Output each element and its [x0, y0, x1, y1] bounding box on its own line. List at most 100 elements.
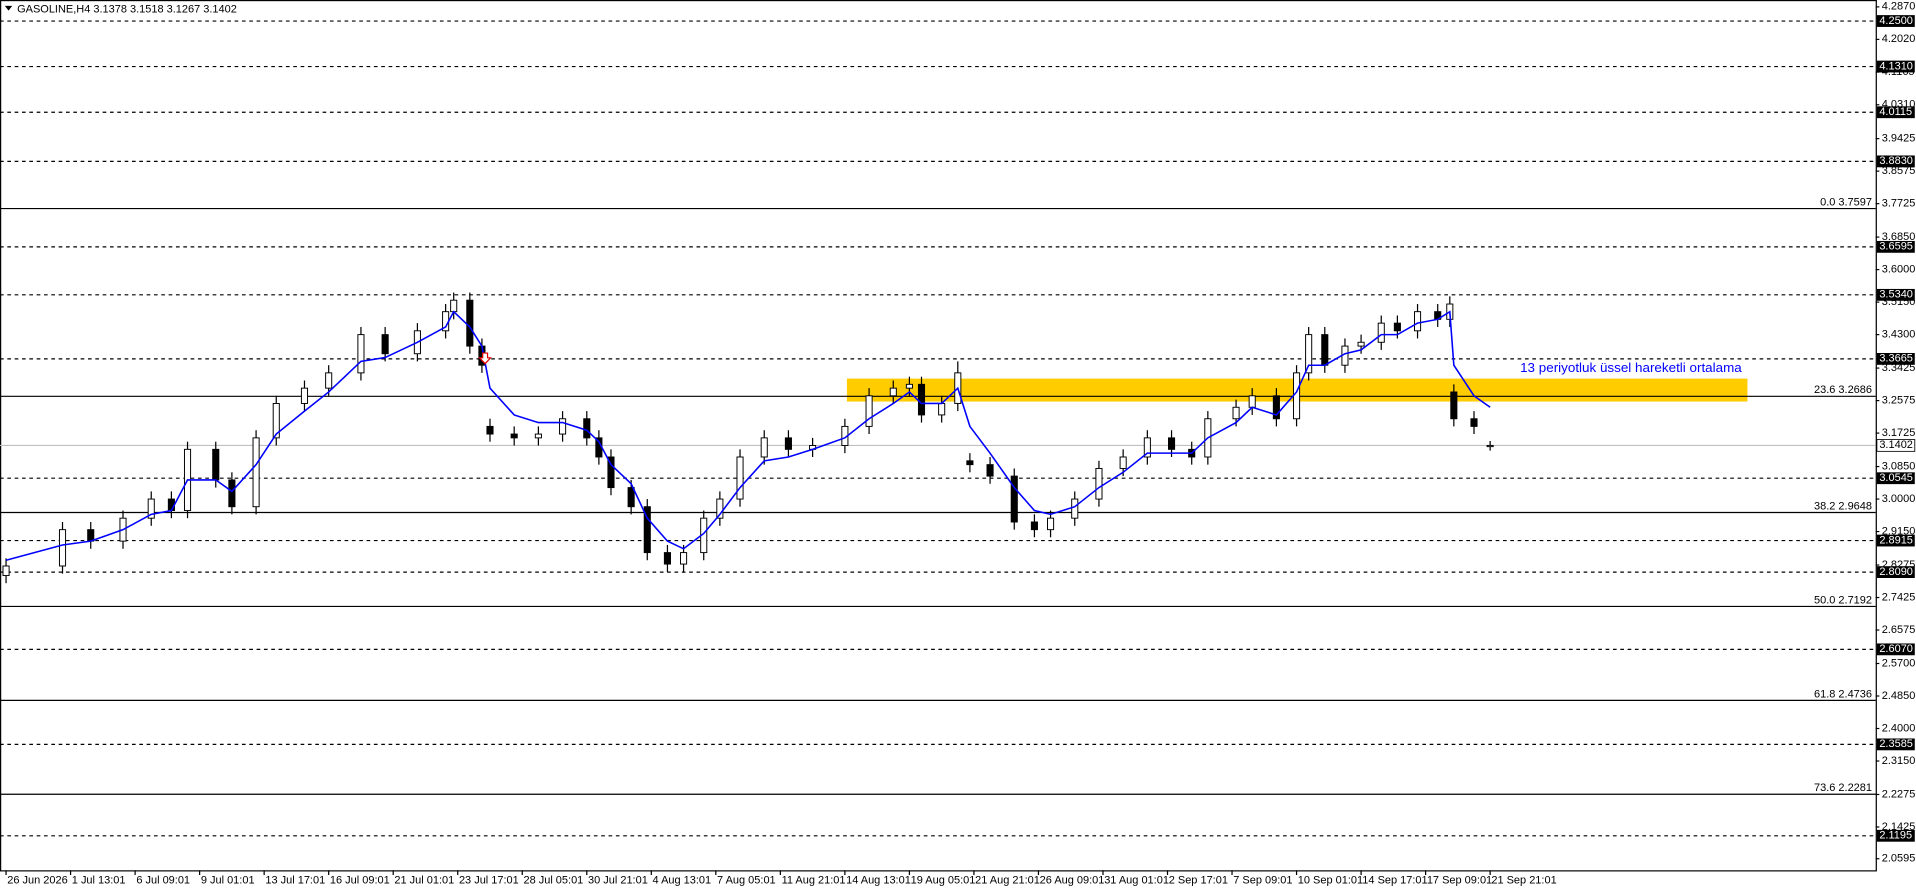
- candle-body: [736, 456, 744, 500]
- y-tick-label: 3.6850: [1882, 231, 1916, 243]
- candle-body: [252, 437, 260, 508]
- current-price-box: [1876, 439, 1916, 452]
- plot-frame: [0, 0, 1877, 872]
- candle-body: [917, 383, 926, 416]
- candle-body: [1232, 406, 1240, 420]
- candle-body: [228, 479, 236, 508]
- x-tick-label: 19 Aug 05:01: [911, 875, 976, 887]
- candle-body: [450, 299, 458, 313]
- x-tick-label: 14 Aug 13:01: [846, 875, 911, 887]
- level-label: 4.0115: [1879, 106, 1912, 118]
- x-tick-label: 13 Jul 17:01: [265, 875, 325, 887]
- level-label: 3.8830: [1879, 155, 1913, 167]
- y-tick-label: 3.9425: [1882, 133, 1916, 145]
- candle-body: [300, 387, 309, 404]
- x-tick-label: 16 Jul 09:01: [330, 875, 390, 887]
- candle-body: [1305, 334, 1313, 374]
- level-box: [1876, 534, 1915, 547]
- x-tick-label: 21 Aug 21:01: [975, 875, 1040, 887]
- level-label: 2.8090: [1879, 566, 1913, 578]
- candle-body: [1095, 467, 1103, 500]
- candle-body: [325, 372, 333, 389]
- x-tick-label: 11 Aug 21:01: [782, 875, 846, 887]
- fib-label: 38.2 2.9648: [1814, 501, 1872, 513]
- candle-body: [2, 565, 10, 577]
- x-tick-label: 6 Jul 09:01: [136, 875, 190, 887]
- sell-arrow: [478, 352, 492, 365]
- level-box: [1876, 288, 1915, 301]
- fib-label: 61.8 2.4736: [1814, 688, 1872, 700]
- candle-body: [784, 437, 792, 450]
- level-label: 2.3585: [1879, 738, 1913, 750]
- candle-body: [1119, 456, 1127, 469]
- candle-body: [716, 498, 724, 519]
- y-tick-label: 2.2275: [1882, 788, 1916, 800]
- x-tick-label: 7 Sep 09:01: [1233, 875, 1292, 887]
- level-box: [1876, 472, 1915, 485]
- x-tick-label: 9 Jul 01:01: [201, 875, 255, 887]
- level-box: [1876, 352, 1915, 365]
- level-box: [1876, 566, 1915, 579]
- candle-body: [583, 418, 591, 439]
- x-tick-label: 28 Jul 05:01: [523, 875, 583, 887]
- y-tick-label: 3.3425: [1882, 362, 1916, 374]
- candle-body: [938, 402, 946, 416]
- y-tick-label: 3.0000: [1882, 493, 1916, 505]
- candle-body: [1393, 322, 1401, 332]
- candle-body: [381, 334, 389, 355]
- level-label: 3.6595: [1879, 241, 1913, 253]
- level-label: 4.1310: [1879, 61, 1913, 73]
- candle-body: [663, 552, 671, 565]
- candle-body: [1071, 498, 1079, 519]
- candle-body: [1486, 444, 1494, 448]
- x-tick-label: 4 Aug 13:01: [653, 875, 712, 887]
- x-tick-label: 23 Jul 17:01: [459, 875, 519, 887]
- y-tick-label: 3.2575: [1882, 395, 1916, 407]
- candle-body: [1143, 437, 1151, 458]
- annotation: 13 periyotluk üssel hareketli ortalama: [1520, 360, 1742, 375]
- fib-label: 50.0 2.7192: [1814, 595, 1872, 607]
- y-tick-label: 2.9150: [1882, 526, 1916, 538]
- candle-body: [559, 418, 567, 435]
- candle-body: [986, 464, 994, 477]
- candle-body: [1272, 395, 1280, 420]
- chart-title: GASOLINE,H4 3.1378 3.1518 3.1267 3.1402: [17, 3, 237, 15]
- candle-body: [1248, 395, 1256, 408]
- x-tick-label: 26 Aug 09:01: [1040, 875, 1105, 887]
- candle-body: [1321, 334, 1329, 366]
- candle-body: [680, 552, 688, 565]
- y-tick-label: 3.5150: [1882, 296, 1916, 308]
- candle-body: [534, 433, 542, 439]
- y-tick-label: 2.0595: [1882, 853, 1916, 865]
- y-tick-label: 4.2020: [1882, 33, 1916, 45]
- y-tick-label: 2.4000: [1882, 722, 1916, 734]
- candle-body: [357, 334, 365, 374]
- x-tick-label: 31 Aug 01:01: [1104, 875, 1169, 887]
- fib-label: 23.6 3.2686: [1814, 384, 1872, 396]
- candle-body: [1030, 521, 1038, 531]
- y-tick-label: 2.6575: [1882, 624, 1916, 636]
- candle-body: [1377, 322, 1385, 343]
- y-tick-label: 4.0310: [1882, 99, 1916, 111]
- x-tick-label: 30 Jul 21:01: [588, 875, 648, 887]
- x-tick-label: 26 Jun 2026: [7, 875, 67, 887]
- x-tick-label: 21 Jul 01:01: [394, 875, 454, 887]
- candle-body: [510, 433, 518, 439]
- candle-body: [58, 529, 67, 567]
- level-label: 3.3665: [1879, 353, 1913, 365]
- candle-body: [87, 529, 95, 542]
- y-tick-label: 3.6000: [1882, 264, 1916, 276]
- candle-body: [1010, 475, 1018, 523]
- y-tick-label: 2.4850: [1882, 690, 1916, 702]
- candle-body: [889, 387, 897, 397]
- x-tick-label: 14 Sep 17:01: [1362, 875, 1427, 887]
- candle-body: [1047, 517, 1055, 531]
- y-tick-label: 3.1725: [1882, 427, 1916, 439]
- x-tick-label: 7 Aug 05:01: [717, 875, 776, 887]
- candle-body: [760, 437, 768, 458]
- level-label: 4.2500: [1879, 15, 1913, 27]
- candle-body: [905, 383, 913, 389]
- level-box: [1876, 155, 1915, 168]
